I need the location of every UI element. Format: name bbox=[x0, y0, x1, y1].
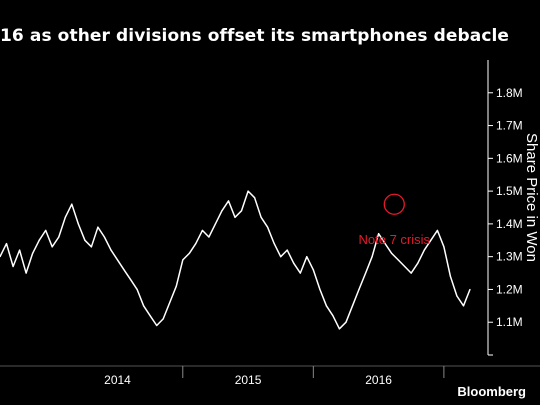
data-point bbox=[103, 236, 106, 238]
data-point bbox=[384, 242, 386, 245]
data-point bbox=[201, 229, 203, 232]
data-point bbox=[253, 197, 256, 199]
data-point bbox=[449, 275, 452, 277]
data-point bbox=[345, 321, 347, 323]
data-point bbox=[325, 305, 327, 307]
data-point bbox=[378, 233, 380, 235]
data-point bbox=[195, 242, 197, 245]
data-point bbox=[462, 305, 465, 307]
data-point bbox=[143, 305, 145, 307]
data-point bbox=[71, 203, 73, 205]
data-point bbox=[129, 279, 132, 281]
data-point bbox=[404, 265, 406, 268]
brand-logo: Bloomberg bbox=[457, 384, 526, 399]
annotation-group: Note 7 crisis bbox=[359, 193, 431, 247]
data-point bbox=[162, 318, 164, 320]
data-point bbox=[136, 288, 138, 291]
data-point bbox=[391, 252, 393, 254]
y-tick-label: 1.6M bbox=[496, 151, 523, 165]
data-point bbox=[247, 190, 249, 192]
data-point bbox=[397, 259, 399, 261]
y-tick-label: 1.5M bbox=[496, 184, 523, 198]
data-point bbox=[456, 295, 458, 297]
data-point bbox=[286, 249, 288, 251]
data-point bbox=[5, 242, 8, 245]
data-point bbox=[116, 259, 119, 261]
y-tick-label: 1.4M bbox=[496, 217, 523, 231]
y-tick-label: 1.8M bbox=[496, 86, 523, 100]
data-point bbox=[110, 249, 112, 251]
data-point bbox=[273, 242, 275, 245]
data-point bbox=[221, 210, 223, 212]
data-point bbox=[410, 272, 412, 274]
data-point bbox=[156, 324, 158, 327]
data-point bbox=[214, 223, 217, 225]
data-point bbox=[38, 239, 40, 241]
data-point bbox=[84, 239, 86, 241]
y-axis-label: Share Price in Won bbox=[523, 133, 540, 262]
data-point bbox=[469, 288, 471, 291]
y-tick-label: 1.3M bbox=[496, 250, 523, 264]
data-point bbox=[169, 301, 171, 304]
data-point bbox=[280, 256, 282, 258]
data-point bbox=[417, 262, 419, 264]
data-point bbox=[97, 226, 99, 228]
data-point bbox=[260, 216, 262, 218]
data-point bbox=[18, 249, 21, 251]
data-point bbox=[58, 236, 60, 238]
data-point bbox=[227, 200, 230, 202]
data-point bbox=[358, 288, 360, 291]
data-point bbox=[0, 256, 1, 258]
data-point bbox=[182, 259, 184, 261]
data-point bbox=[436, 229, 438, 232]
annotation-marker bbox=[383, 193, 405, 215]
x-tick-label: 2014 bbox=[104, 373, 131, 387]
data-point bbox=[175, 285, 177, 287]
series-line bbox=[0, 190, 471, 330]
x-separators bbox=[0, 365, 540, 378]
data-point bbox=[234, 216, 236, 218]
y-axis: 1.1M 1.2M 1.3M 1.4M 1.5M 1.6M 1.7M 1.8M bbox=[487, 60, 523, 356]
chart-title: 16 as other divisions offset its smartph… bbox=[0, 26, 510, 46]
data-point bbox=[332, 315, 334, 317]
annotation-label: Note 7 crisis bbox=[359, 232, 431, 247]
y-tick-label: 1.1M bbox=[496, 315, 523, 329]
y-tick-label: 1.2M bbox=[496, 282, 523, 296]
data-point bbox=[364, 272, 367, 274]
data-point bbox=[423, 249, 425, 251]
data-point bbox=[12, 265, 14, 268]
y-tick-label: 1.7M bbox=[496, 119, 523, 133]
data-point bbox=[123, 269, 125, 271]
data-point bbox=[32, 252, 34, 254]
x-axis: 2014 2015 2016 bbox=[104, 373, 392, 387]
data-point bbox=[371, 256, 373, 258]
data-point bbox=[430, 239, 432, 241]
x-tick-label: 2015 bbox=[235, 373, 262, 387]
data-point bbox=[188, 252, 190, 254]
data-point bbox=[64, 216, 66, 218]
series-group bbox=[0, 190, 471, 330]
data-point bbox=[299, 272, 301, 274]
data-point bbox=[312, 269, 314, 271]
data-point bbox=[306, 256, 308, 258]
data-point bbox=[293, 262, 295, 264]
data-point bbox=[90, 246, 92, 248]
data-point bbox=[25, 272, 27, 274]
data-point bbox=[208, 236, 210, 238]
data-point bbox=[45, 229, 47, 232]
data-point bbox=[51, 246, 53, 248]
data-point bbox=[351, 305, 354, 307]
data-point bbox=[338, 328, 341, 330]
data-point bbox=[240, 210, 243, 212]
data-point bbox=[77, 223, 79, 225]
data-point bbox=[149, 315, 151, 317]
x-tick-label: 2016 bbox=[365, 373, 392, 387]
data-point bbox=[319, 288, 321, 291]
data-point bbox=[267, 226, 269, 228]
data-point bbox=[443, 246, 445, 248]
